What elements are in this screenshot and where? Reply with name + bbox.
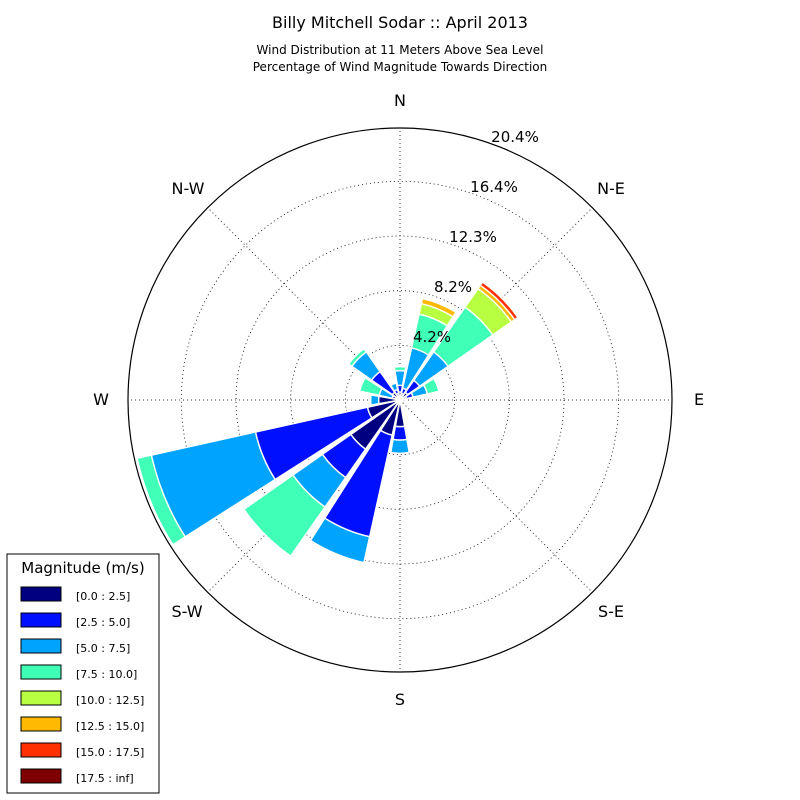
spoke-gridline <box>399 399 593 593</box>
legend-swatch-bin-4 <box>20 664 62 680</box>
legend-label-bin-2: [2.5 : 5.0] <box>76 616 130 629</box>
wind-sector-bar <box>349 399 401 451</box>
legend-swatch-bin-3 <box>20 638 62 654</box>
legend-label-bin-4: [7.5 : 10.0] <box>76 668 137 681</box>
legend-label-bin-1: [0.0 : 2.5] <box>76 590 130 603</box>
wind-sector-bar <box>323 399 401 538</box>
spoke-gridline <box>207 207 401 401</box>
direction-label-ne: N-E <box>597 179 625 198</box>
wind-sector-bar <box>399 347 430 401</box>
radial-gridline <box>290 290 510 510</box>
direction-label-s: S <box>395 690 405 709</box>
wind-sector-bar <box>395 392 401 401</box>
legend-label-bin-8: [17.5 : inf] <box>76 772 134 785</box>
direction-label-se: S-E <box>598 602 624 621</box>
legend-label-bin-5: [10.0 : 12.5] <box>76 694 144 707</box>
legend-label-bin-6: [12.5 : 15.0] <box>76 720 144 733</box>
wind-sector-bar <box>377 395 401 405</box>
legend-swatch-bin-1 <box>20 586 62 602</box>
chart-subtitle-line-1: Wind Distribution at 11 Meters Above Sea… <box>257 43 544 57</box>
wind-sector-bar <box>379 399 401 437</box>
chart-title: Billy Mitchell Sodar :: April 2013 <box>272 13 528 32</box>
direction-label-nw: N-W <box>172 179 205 198</box>
legend-label-bin-3: [5.0 : 7.5] <box>76 642 130 655</box>
radial-gridline <box>344 344 456 456</box>
polar-outer-circle <box>127 127 673 673</box>
radial-tick-label-5: 20.4% <box>491 128 539 146</box>
legend: Magnitude (m/s) [0.0 : 2.5] [2.5 : 5.0] … <box>6 553 160 794</box>
wind-sector-bar <box>394 399 406 428</box>
polar-plot-area <box>127 127 673 673</box>
legend-swatch-bin-7 <box>20 742 62 758</box>
legend-swatch-bin-8 <box>20 768 62 784</box>
radial-tick-label-3: 12.3% <box>449 228 497 246</box>
radial-gridline <box>235 235 565 565</box>
radial-gridline <box>180 180 620 620</box>
radial-tick-label-4: 16.4% <box>470 178 518 196</box>
chart-subtitle-line-2: Percentage of Wind Magnitude Towards Dir… <box>253 60 547 74</box>
wind-sector-bar <box>254 399 401 481</box>
radial-tick-label-1: 4.2% <box>413 328 451 346</box>
radial-tick-label-2: 8.2% <box>434 278 472 296</box>
wind-sector-bar <box>366 399 401 419</box>
direction-label-e: E <box>694 390 704 409</box>
direction-label-sw: S-W <box>171 602 202 621</box>
legend-swatch-bin-2 <box>20 612 62 628</box>
legend-swatch-bin-5 <box>20 690 62 706</box>
direction-label-n: N <box>394 91 406 110</box>
legend-swatch-bin-6 <box>20 716 62 732</box>
legend-label-bin-7: [15.0 : 17.5] <box>76 746 144 759</box>
radial-tick-labels: 4.2% 8.2% 12.3% 16.4% 20.4% <box>413 128 539 346</box>
direction-label-w: W <box>93 390 109 409</box>
legend-title: Magnitude (m/s) <box>21 559 144 577</box>
